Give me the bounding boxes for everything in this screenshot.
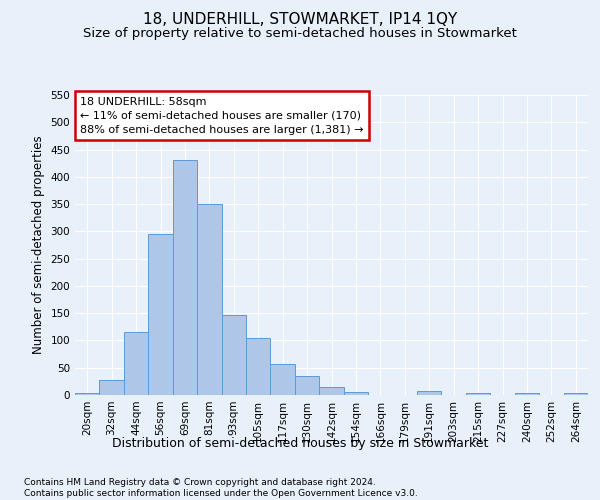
Bar bbox=[515, 394, 539, 395]
Text: 18, UNDERHILL, STOWMARKET, IP14 1QY: 18, UNDERHILL, STOWMARKET, IP14 1QY bbox=[143, 12, 457, 28]
Bar bbox=[124, 332, 148, 395]
Bar bbox=[466, 393, 490, 395]
Bar bbox=[563, 394, 588, 395]
Bar bbox=[148, 234, 173, 395]
Bar bbox=[295, 376, 319, 395]
Y-axis label: Number of semi-detached properties: Number of semi-detached properties bbox=[32, 136, 45, 354]
Bar bbox=[75, 394, 100, 395]
Text: Contains HM Land Registry data © Crown copyright and database right 2024.
Contai: Contains HM Land Registry data © Crown c… bbox=[24, 478, 418, 498]
Bar bbox=[344, 392, 368, 395]
Bar bbox=[271, 364, 295, 395]
Bar bbox=[197, 204, 221, 395]
Bar bbox=[100, 380, 124, 395]
Text: Size of property relative to semi-detached houses in Stowmarket: Size of property relative to semi-detach… bbox=[83, 26, 517, 40]
Text: Distribution of semi-detached houses by size in Stowmarket: Distribution of semi-detached houses by … bbox=[112, 438, 488, 450]
Bar bbox=[173, 160, 197, 395]
Bar bbox=[221, 315, 246, 395]
Text: 18 UNDERHILL: 58sqm
← 11% of semi-detached houses are smaller (170)
88% of semi-: 18 UNDERHILL: 58sqm ← 11% of semi-detach… bbox=[80, 96, 364, 134]
Bar bbox=[417, 391, 442, 395]
Bar bbox=[246, 338, 271, 395]
Bar bbox=[319, 388, 344, 395]
